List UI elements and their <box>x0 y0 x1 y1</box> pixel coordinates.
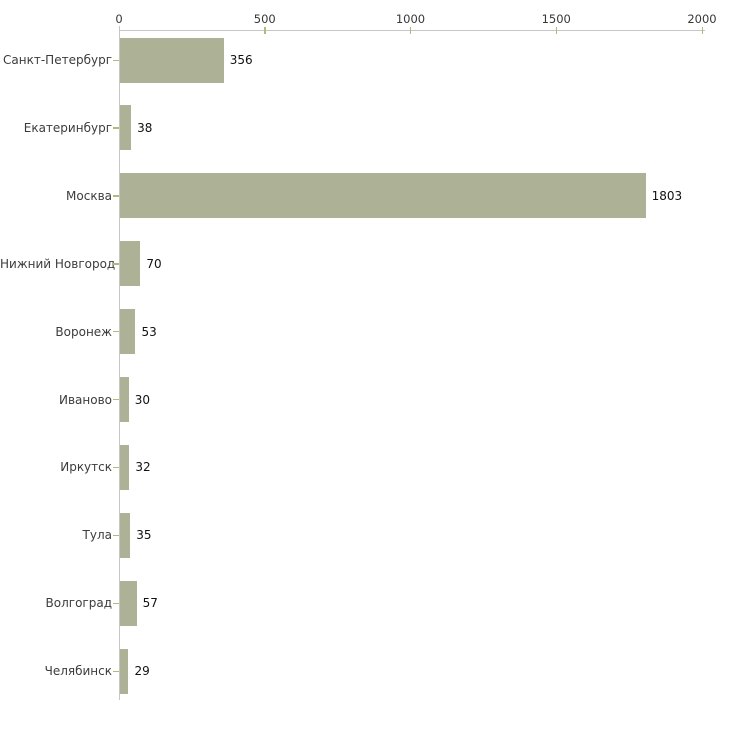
value-label: 35 <box>136 528 152 543</box>
bar <box>120 512 131 558</box>
value-label: 1803 <box>651 188 683 203</box>
value-label: 30 <box>134 392 151 407</box>
value-label: 38 <box>137 120 153 135</box>
y-axis-line <box>119 26 120 700</box>
bar <box>120 580 137 626</box>
category-label: Екатеринбург <box>23 120 112 135</box>
bar <box>120 37 224 83</box>
category-tick <box>113 602 119 605</box>
bar <box>120 377 129 422</box>
bar <box>120 241 141 287</box>
category-label: Иваново <box>58 392 112 407</box>
x-tick <box>410 27 412 34</box>
x-tick <box>264 27 266 34</box>
category-tick <box>113 263 119 265</box>
category-tick <box>113 670 119 672</box>
category-label: Нижний Новгород <box>0 256 116 271</box>
x-tick-label: 500 <box>253 12 276 26</box>
category-label: Воронеж <box>55 324 112 339</box>
bar <box>120 309 136 355</box>
category-label: Иркутск <box>60 460 112 475</box>
x-tick <box>555 27 558 34</box>
value-label: 29 <box>134 664 150 679</box>
x-tick-label: 2000 <box>687 12 717 26</box>
x-tick-label: 0 <box>115 12 123 26</box>
x-axis-line <box>119 30 705 31</box>
category-tick <box>113 127 119 129</box>
category-tick <box>113 534 119 537</box>
value-label: 32 <box>135 460 151 475</box>
value-label: 356 <box>229 53 253 67</box>
category-tick <box>113 466 119 469</box>
category-label: Волгоград <box>45 596 112 611</box>
category-tick <box>113 195 119 197</box>
bar <box>120 444 130 490</box>
bar <box>120 105 132 151</box>
bar <box>120 648 129 694</box>
x-tick-label: 1000 <box>395 12 426 26</box>
category-tick <box>113 399 119 401</box>
x-tick-label: 1500 <box>541 12 571 26</box>
value-label: 53 <box>141 324 157 339</box>
category-tick <box>113 59 119 61</box>
category-label: Москва <box>66 188 112 203</box>
bar <box>120 173 646 219</box>
x-tick <box>701 27 703 34</box>
category-tick <box>113 331 119 333</box>
category-label: Санкт-Петербург <box>3 53 112 67</box>
category-label: Челябинск <box>44 664 112 679</box>
category-label: Тула <box>82 528 112 543</box>
value-label: 70 <box>146 256 162 271</box>
value-label: 57 <box>142 596 158 611</box>
